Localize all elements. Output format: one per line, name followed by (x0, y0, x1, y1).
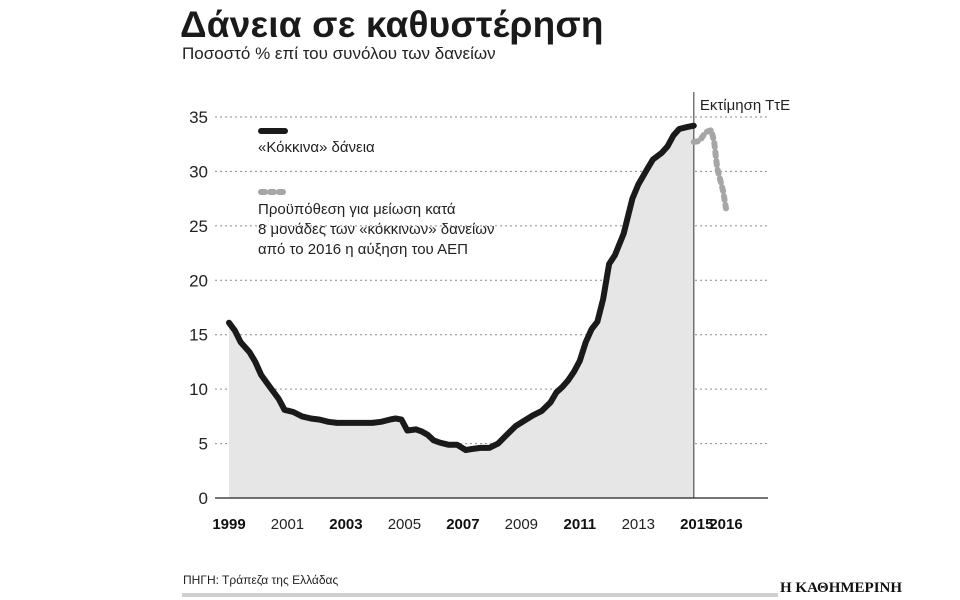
y-tick-label-30: 30 (189, 162, 208, 181)
x-tick-label-2005: 2005 (388, 516, 421, 533)
y-tick-label-35: 35 (189, 108, 208, 127)
x-tick-label-2003: 2003 (329, 516, 362, 533)
estimate-label: Εκτίμηση ΤτΕ (700, 97, 790, 114)
y-axis-ticks: 0 5 10 15 20 25 30 35 (189, 108, 208, 508)
x-tick-label-2011: 2011 (564, 516, 597, 533)
chart-subtitle: Ποσοστό % επί του συνόλου των δανείων (182, 44, 496, 63)
legend-label-red-loans: «Κόκκινα» δάνεια (258, 139, 375, 156)
x-tick-label-2015: 2015 (680, 516, 713, 533)
x-tick-label-2013: 2013 (622, 516, 655, 533)
legend-label-gdp-condition: Προϋπόθεση για μείωση κατά 8 μονάδες των… (258, 201, 499, 258)
legend-label-gdp-line-3: από το 2016 η αύξηση του ΑΕΠ (258, 241, 468, 258)
series-line-gdp-condition (690, 127, 729, 212)
x-tick-label-2001: 2001 (271, 516, 304, 533)
chart-title: Δάνεια σε καθυστέρηση (180, 4, 604, 45)
legend: «Κόκκινα» δάνεια Προϋπόθεση για μείωση κ… (258, 128, 499, 258)
legend-label-gdp-line-2: 8 μονάδες των «κόκκινων» δανείων (258, 221, 495, 238)
legend-label-gdp-line-1: Προϋπόθεση για μείωση κατά (258, 201, 456, 218)
y-tick-label-20: 20 (189, 271, 208, 290)
y-tick-label-25: 25 (189, 217, 208, 236)
area-fill-red-loans (229, 125, 694, 498)
y-tick-label-5: 5 (199, 435, 208, 454)
y-tick-label-10: 10 (189, 380, 208, 399)
x-tick-label-2007: 2007 (446, 516, 479, 533)
source-note: ΠΗΓΗ: Τράπεζα της Ελλάδας (183, 573, 339, 587)
y-tick-label-15: 15 (189, 326, 208, 345)
x-tick-label-2016: 2016 (709, 516, 742, 533)
footer-divider (182, 593, 778, 597)
x-tick-label-2009: 2009 (505, 516, 538, 533)
x-tick-label-1999: 1999 (212, 516, 245, 533)
y-tick-label-0: 0 (199, 489, 208, 508)
series-line-red-loans (226, 122, 697, 454)
publisher-logo: Η ΚΑΘΗΜΕΡΙΝΗ (780, 580, 903, 596)
